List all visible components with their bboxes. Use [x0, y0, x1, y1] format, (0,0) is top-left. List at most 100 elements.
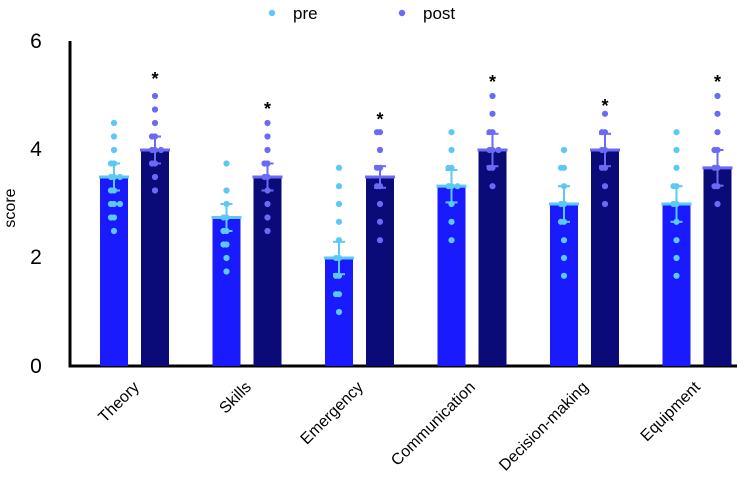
point-decision-making-pre-0 [560, 272, 568, 279]
point-equipment-post-8 [714, 110, 721, 117]
point-decision-making-post-1 [601, 183, 609, 190]
point-skills-post-5 [261, 173, 268, 181]
point-decision-making-pre-6 [557, 200, 565, 208]
bar-equipment-pre [662, 204, 691, 366]
point-communication-pre-5 [454, 183, 461, 190]
x-label-communication: Communication [388, 379, 479, 470]
point-skills-post-7 [261, 160, 268, 167]
bar-skills-pre [212, 217, 241, 366]
point-skills-pre-1 [223, 254, 230, 262]
point-skills-pre-5 [220, 227, 227, 235]
point-theory-post-11 [151, 92, 159, 100]
bar-emergency-post [366, 177, 394, 366]
point-communication-pre-9 [448, 129, 455, 136]
point-decision-making-post-0 [601, 200, 609, 208]
significance-marker-communication: * [489, 72, 496, 92]
point-emergency-pre-4 [332, 272, 340, 279]
point-theory-post-5 [148, 146, 156, 154]
point-emergency-pre-10 [335, 183, 343, 190]
significance-marker-theory: * [151, 69, 158, 89]
point-emergency-pre-7 [335, 237, 343, 244]
point-emergency-pre-2 [332, 291, 340, 298]
point-theory-pre-14 [110, 133, 118, 140]
point-communication-post-5 [495, 146, 502, 154]
x-label-skills: Skills [216, 379, 254, 417]
bar-decision-making-post [591, 150, 619, 366]
point-theory-pre-4 [107, 200, 115, 208]
x-label-emergency: Emergency [298, 379, 367, 448]
point-emergency-post-1 [376, 218, 384, 225]
point-theory-pre-7 [107, 187, 115, 194]
point-theory-pre-5 [116, 200, 124, 208]
point-theory-pre-0 [110, 227, 118, 235]
point-theory-pre-2 [107, 214, 115, 221]
point-theory-post-9 [151, 119, 159, 127]
point-emergency-pre-11 [335, 164, 343, 171]
significance-marker-emergency: * [376, 110, 383, 130]
point-equipment-pre-10 [673, 129, 680, 136]
point-equipment-pre-8 [673, 164, 680, 171]
point-equipment-post-9 [714, 92, 721, 100]
bar-skills-post [253, 177, 282, 366]
point-communication-post-7 [486, 129, 493, 136]
bar-communication-pre [437, 186, 466, 366]
point-theory-post-6 [157, 146, 165, 154]
point-theory-post-8 [148, 133, 156, 140]
point-theory-post-0 [151, 187, 159, 194]
point-theory-pre-15 [110, 119, 118, 127]
point-equipment-pre-5 [670, 200, 677, 208]
point-equipment-pre-2 [673, 237, 680, 244]
legend-marker-pre [268, 9, 276, 17]
point-equipment-post-0 [714, 200, 721, 208]
point-theory-pre-12 [107, 160, 115, 167]
y-tick-label-0: 0 [30, 355, 42, 378]
bar-theory-post [141, 150, 169, 366]
bar-equipment-post [703, 167, 732, 366]
point-communication-post-8 [489, 110, 496, 117]
bar-communication-post [478, 150, 507, 366]
legend: pre post [268, 4, 455, 23]
point-theory-pre-9 [107, 173, 115, 181]
point-communication-pre-4 [445, 183, 452, 190]
point-skills-pre-10 [223, 160, 230, 167]
point-skills-pre-3 [220, 241, 227, 248]
point-decision-making-pre-2 [560, 237, 568, 244]
point-theory-post-3 [148, 160, 156, 167]
point-skills-post-8 [264, 146, 271, 154]
point-skills-post-2 [264, 200, 271, 208]
bars-layer [100, 150, 732, 366]
point-equipment-pre-7 [670, 183, 677, 190]
significance-marker-skills: * [264, 99, 271, 119]
point-equipment-post-2 [711, 183, 718, 190]
point-skills-pre-8 [223, 200, 230, 208]
points-layer [107, 92, 721, 316]
point-emergency-pre-9 [335, 200, 343, 208]
point-equipment-post-7 [714, 129, 721, 136]
point-equipment-pre-3 [673, 218, 680, 225]
point-emergency-post-7 [376, 146, 384, 154]
point-communication-pre-8 [448, 146, 455, 154]
point-theory-pre-13 [110, 146, 118, 154]
point-skills-pre-0 [223, 268, 230, 275]
significance-layer: * * * * * * [151, 69, 721, 130]
x-axis: Theory Skills Emergency Communication De… [68, 364, 737, 475]
point-skills-post-1 [264, 214, 271, 221]
point-decision-making-post-8 [601, 110, 609, 117]
significance-marker-equipment: * [714, 72, 721, 92]
point-communication-post-9 [489, 92, 496, 100]
point-emergency-pre-6 [332, 254, 340, 262]
point-communication-post-4 [486, 146, 493, 154]
bar-theory-pre [100, 177, 128, 366]
bar-decision-making-pre [550, 204, 578, 366]
point-theory-post-1 [151, 173, 159, 181]
point-emergency-pre-0 [335, 308, 343, 316]
point-decision-making-pre-7 [560, 183, 568, 190]
point-skills-pre-7 [220, 214, 227, 221]
point-decision-making-pre-4 [557, 218, 565, 225]
x-label-decision-making: Decision-making [496, 379, 592, 475]
point-communication-pre-1 [448, 218, 455, 225]
point-equipment-pre-9 [673, 146, 680, 154]
point-equipment-post-6 [711, 146, 718, 154]
point-theory-post-10 [151, 106, 159, 113]
